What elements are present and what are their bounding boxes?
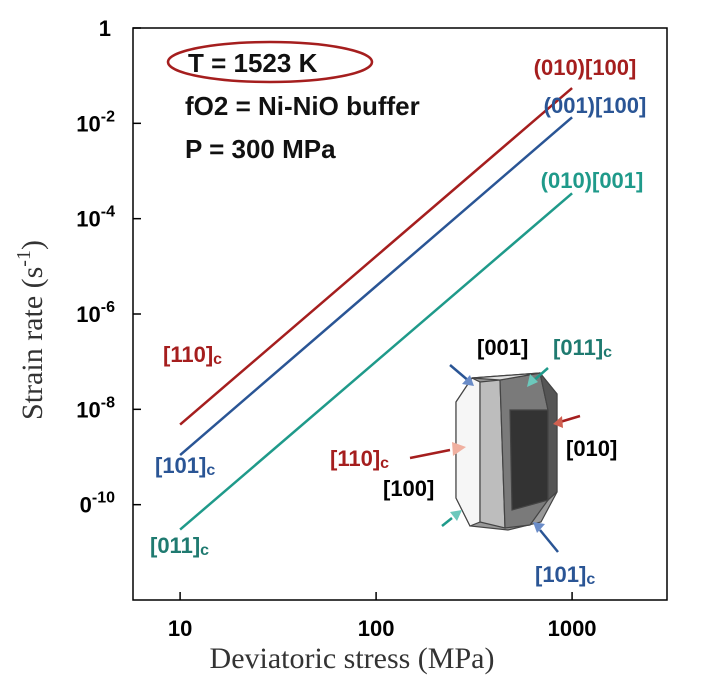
x-tick-label: 100: [358, 616, 395, 641]
arrow: [441, 517, 453, 527]
direction-label-sub: c: [206, 462, 215, 479]
arrow-head: [553, 416, 563, 428]
y-tick-label: 0-10: [80, 490, 115, 518]
direction-label: [101]c: [155, 453, 215, 479]
arrow: [559, 414, 581, 424]
crystal-face: [471, 372, 541, 381]
direction-label: [110]c: [163, 342, 222, 368]
condition: T = 1523 K: [188, 48, 318, 78]
crystal-face: [509, 409, 549, 511]
crystal-label-text: [001]: [477, 335, 528, 360]
y-tick-base: 10: [76, 397, 100, 422]
condition: fO2 = Ni-NiO buffer: [185, 91, 420, 121]
y-tick-exp: -6: [101, 299, 115, 316]
y-tick-exp: -4: [101, 204, 115, 221]
y-tick-label: 10-6: [76, 299, 115, 327]
arrow-head: [527, 374, 538, 387]
crystal-label-text: [100]: [383, 476, 434, 501]
direction-label: [011]c: [150, 533, 209, 559]
y-tick-exp: -8: [101, 394, 115, 411]
arrow-head: [462, 375, 474, 386]
series-line: [179, 116, 573, 456]
y-tick-label: 1: [99, 16, 111, 41]
y-tick-base: 10: [76, 302, 100, 327]
y-tick-base: 10: [76, 111, 100, 136]
crystal-face: [455, 377, 481, 527]
series-label: (001)[100]: [544, 93, 647, 118]
y-tick-exp: -10: [92, 490, 115, 507]
crystal-arrows: [409, 364, 581, 553]
condition: P = 300 MPa: [185, 134, 336, 164]
series-line: [179, 87, 573, 426]
crystal-label-text: [101]: [535, 562, 586, 587]
y-tick-label: 10-4: [76, 204, 115, 232]
crystal-label: [010]: [566, 436, 617, 461]
crystal-label: [101]c: [535, 562, 595, 588]
x-tick-label: 10: [168, 616, 192, 641]
y-tick-base: 0: [80, 493, 92, 518]
direction-label-text: [110]: [163, 342, 213, 367]
highlight-ellipse: [166, 40, 374, 84]
crystal-label: [100]: [383, 476, 434, 501]
arrow-head: [450, 510, 462, 521]
y-tick-label: 10-2: [76, 108, 115, 136]
y-tick-exp: -2: [101, 108, 115, 125]
arrow: [409, 448, 451, 460]
y-axis-label-sup: -1: [13, 250, 35, 267]
crystal-label-sub: c: [603, 344, 612, 361]
crystal-label: [011]c: [553, 335, 612, 361]
arrow-head: [452, 442, 466, 456]
y-axis-label-text: Strain rate (s: [16, 267, 49, 420]
arrow: [539, 529, 559, 553]
crystal-face: [539, 372, 558, 502]
crystal-label-sub: c: [586, 571, 595, 588]
series-label: (010)[100]: [534, 55, 637, 80]
arrow-head: [533, 522, 545, 533]
y-tick-base: 10: [76, 207, 100, 232]
x-tick-label: 1000: [548, 616, 597, 641]
direction-label-sub: c: [213, 351, 222, 368]
crystal-label: [110]c: [330, 446, 389, 472]
crystal-label: [001]: [477, 335, 528, 360]
y-tick-label: 10-8: [76, 394, 115, 422]
direction-label-sub: c: [200, 542, 209, 559]
y-axis-label: Strain rate (s-1): [13, 240, 49, 420]
direction-label-text: [101]: [155, 453, 206, 478]
y-axis-label-tail: ): [16, 240, 49, 250]
crystal-label-text: [110]: [330, 446, 380, 471]
crystal: [455, 372, 558, 531]
series-label: (010)[001]: [541, 168, 644, 193]
x-axis-label: Deviatoric stress (MPa): [210, 642, 495, 675]
series-line: [179, 192, 573, 531]
crystal-label-text: [010]: [566, 436, 617, 461]
direction-label-text: [011]: [150, 533, 200, 558]
crystal-label-sub: c: [380, 455, 389, 472]
crystal-label-text: [011]: [553, 335, 603, 360]
